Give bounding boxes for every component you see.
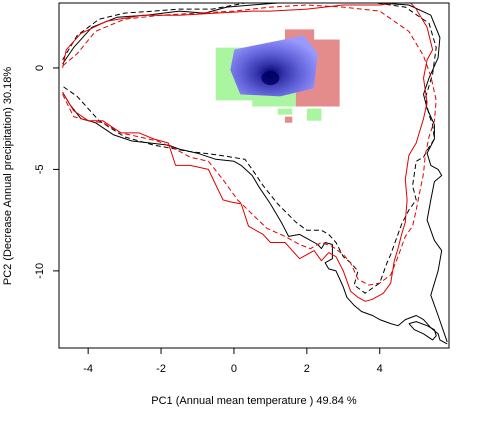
x-tick-label: 0 <box>231 363 237 375</box>
black-solid-contour-line <box>408 321 437 341</box>
x-tick-label: -4 <box>83 363 93 375</box>
y-tick-label: 0 <box>34 65 46 71</box>
x-axis-label: PC1 (Annual mean temperature ) 49.84 % <box>151 395 357 407</box>
x-tick-label: -2 <box>156 363 166 375</box>
green-niche-region <box>306 108 322 121</box>
x-tick-label: 2 <box>304 363 310 375</box>
black-solid-contour-line <box>62 92 448 345</box>
black-dashed-contour-line <box>62 3 437 294</box>
red-dashed-contour-line <box>62 4 437 286</box>
y-tick-label: -5 <box>34 165 46 175</box>
x-tick-label: 4 <box>377 363 383 375</box>
black-solid-contour-line <box>62 3 448 343</box>
plot-frame <box>58 2 450 349</box>
green-niche-region <box>277 108 293 115</box>
niche-density-layer <box>215 29 340 123</box>
red-solid-contour-line <box>62 3 434 302</box>
red-niche-region <box>284 29 315 40</box>
overlap-density-region <box>230 35 318 97</box>
axes: -4 -2 0 2 4 0 -5 -10 <box>34 65 383 375</box>
y-axis-label: PC2 (Decrease Annual precipitation) 30.1… <box>2 67 14 286</box>
y-tick-label: -10 <box>34 263 46 279</box>
overlap-density-peak <box>261 71 280 86</box>
contour-layer <box>62 3 448 345</box>
red-niche-region <box>284 116 293 123</box>
